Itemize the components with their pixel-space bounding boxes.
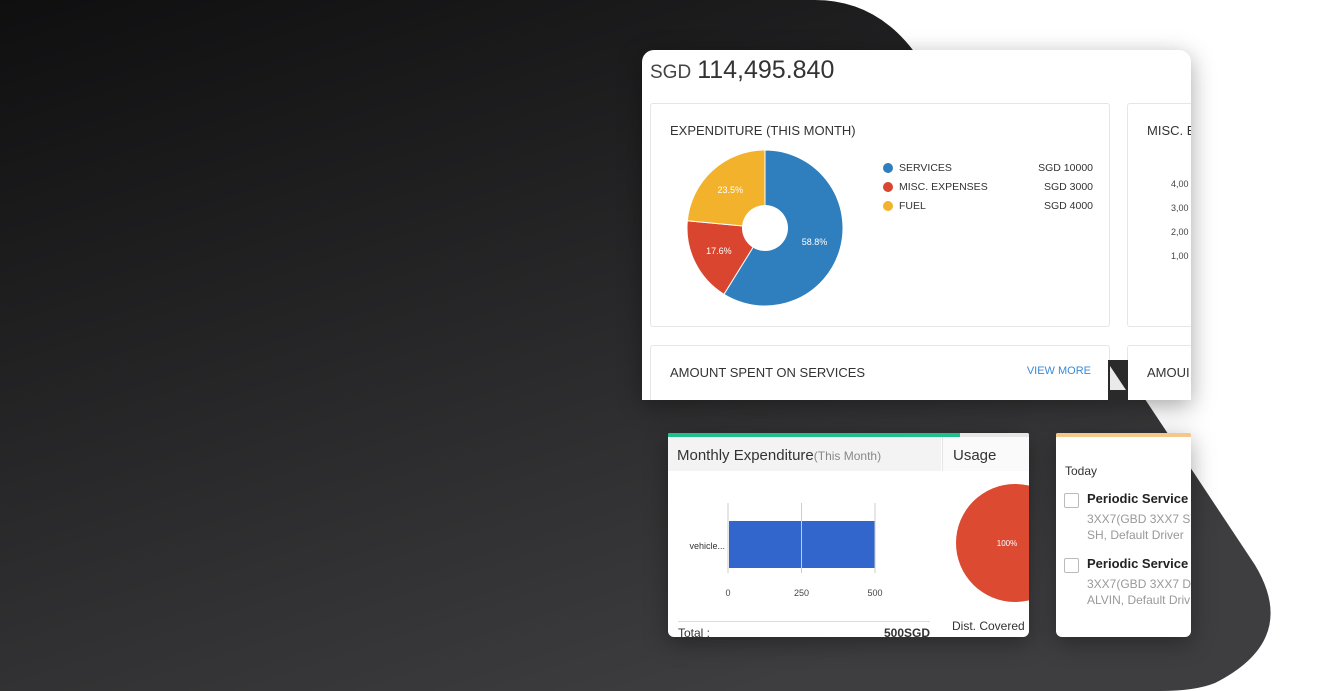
monthly-total-value: 500SGD <box>883 626 930 637</box>
expenditure-donut-chart: 58.8% 17.6% 23.5% <box>686 149 844 307</box>
card-accent-bar <box>1056 433 1191 437</box>
legend-value-services: SGD 10000 <box>1038 161 1093 174</box>
view-more-link[interactable]: VIEW MORE <box>1026 365 1091 377</box>
usage-pie-label: 100% <box>997 539 1017 548</box>
misc-ytick: 1,00 <box>1171 251 1189 261</box>
task-checkbox[interactable] <box>1064 558 1079 573</box>
legend-dot-misc-expenses <box>883 181 893 192</box>
monthly-title: Monthly Expenditure(This Month) <box>677 447 881 464</box>
task-title: Periodic Service <box>1087 556 1189 571</box>
legend-label-fuel: FUEL <box>899 199 926 212</box>
task-details: 3XX7(GBD 3XX7 D) ALVIN, Default Driv <box>1087 576 1191 608</box>
pie-slice-label: 58.8% <box>802 237 828 247</box>
usage-pie-chart: 100% <box>956 484 1029 602</box>
services-spent-panel: AMOUNT SPENT ON SERVICES VIEW MORE <box>650 345 1110 400</box>
monthly-title-text: Monthly Expenditure <box>677 447 814 464</box>
services-panel-title: AMOUNT SPENT ON SERVICES <box>670 365 866 380</box>
monthly-expenditure-card: Monthly Expenditure(This Month) Usage ve… <box>668 433 1029 637</box>
monthly-total-row: Total : 500SGD <box>678 621 930 637</box>
monthly-subtitle: (This Month) <box>813 449 882 463</box>
misc-expenses-panel: MISC. E 4,00 3,00 2,00 1,00 <box>1127 103 1191 327</box>
expenditure-panel: EXPENDITURE (THIS MONTH) 58.8% 17.6% 23.5%… <box>650 103 1110 327</box>
monthly-total-label: Total : <box>678 626 711 637</box>
donut-hole <box>742 205 788 251</box>
expenditure-legend: SERVICES SGD 10000 MISC. EXPENSES SGD 30… <box>883 158 1093 215</box>
legend-label-services: SERVICES <box>899 161 952 174</box>
amount-panel: AMOUI <box>1127 345 1191 400</box>
x-tick-label: 0 <box>725 588 730 598</box>
x-tick-label: 500 <box>867 588 882 598</box>
legend-value-misc-expenses: SGD 3000 <box>1043 180 1093 193</box>
amount-panel-title: AMOUI <box>1147 365 1190 380</box>
background-wedge <box>1108 360 1128 404</box>
distance-covered-label: Dist. Covered <box>952 619 1025 633</box>
misc-ytick: 3,00 <box>1171 203 1189 213</box>
usage-pie-slice[interactable] <box>956 484 1029 602</box>
card-accent-bar-rest <box>960 433 1029 437</box>
x-tick-label: 250 <box>794 588 809 598</box>
legend-item-misc-expenses: MISC. EXPENSES SGD 3000 <box>883 177 1093 196</box>
task-title: Periodic Service <box>1087 491 1189 506</box>
pie-slice-fuel[interactable] <box>686 149 766 229</box>
usage-header: Usage <box>942 437 1029 471</box>
card-accent-bar <box>668 433 960 437</box>
legend-dot-services <box>883 162 893 173</box>
task-checkbox[interactable] <box>1064 493 1079 508</box>
expenditure-title: EXPENDITURE (THIS MONTH) <box>670 123 856 138</box>
misc-ytick: 4,00 <box>1171 179 1189 189</box>
legend-item-services: SERVICES SGD 10000 <box>883 158 1093 177</box>
pie-slice-label: 17.6% <box>706 246 732 256</box>
task-driver: ALVIN, Default Driv <box>1087 593 1191 607</box>
task-details: 3XX7(GBD 3XX7 S) SH, Default Driver <box>1087 511 1191 543</box>
total-value: 114,495.840 <box>697 56 835 84</box>
misc-panel-title: MISC. E <box>1147 123 1191 138</box>
pie-slice-label: 23.5% <box>718 185 744 195</box>
task-vehicle: 3XX7(GBD 3XX7 S) <box>1087 512 1191 526</box>
dashboard-card: SGD 114,495.840 EXPENDITURE (THIS MONTH) … <box>642 50 1191 400</box>
total-amount: SGD 114,495.840 <box>650 56 834 85</box>
monthly-header: Monthly Expenditure(This Month) <box>668 437 941 471</box>
legend-item-fuel: FUEL SGD 4000 <box>883 196 1093 215</box>
task-driver: SH, Default Driver <box>1087 528 1184 542</box>
task-vehicle: 3XX7(GBD 3XX7 D) <box>1087 577 1191 591</box>
usage-title: Usage <box>953 447 997 464</box>
today-label: Today <box>1065 464 1098 478</box>
legend-dot-fuel <box>883 200 893 211</box>
legend-label-misc-expenses: MISC. EXPENSES <box>899 180 988 193</box>
monthly-bar-chart: vehicle... 0 250 500 <box>689 503 883 598</box>
misc-ytick: 2,00 <box>1171 227 1189 237</box>
legend-value-fuel: SGD 4000 <box>1043 199 1093 212</box>
today-schedule-card: Today Periodic Service 3XX7(GBD 3XX7 S) … <box>1056 433 1191 637</box>
bar-category-label: vehicle... <box>689 541 725 551</box>
total-currency: SGD <box>650 62 692 83</box>
